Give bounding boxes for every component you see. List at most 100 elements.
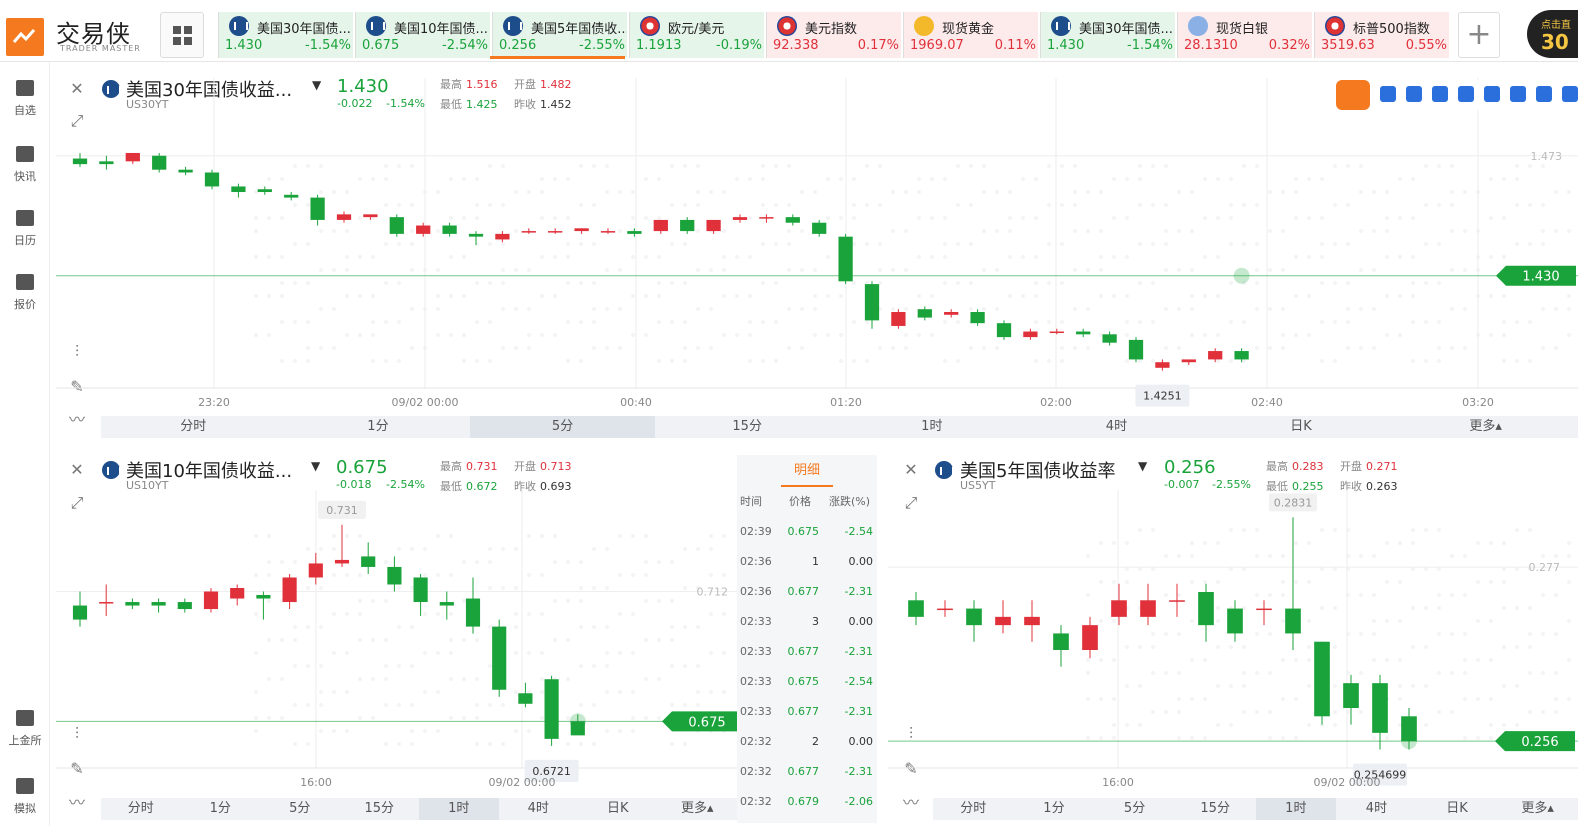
sidebar-item[interactable]: 日历 [0, 210, 50, 248]
timeframe-tab[interactable]: 5分 [470, 416, 655, 438]
candlestick[interactable] [1128, 337, 1144, 363]
sidebar-item[interactable]: 模拟 [0, 778, 50, 816]
ticker-item[interactable]: 美国30年国债... 1.430 -1.54% [218, 12, 353, 58]
timeframe-tab[interactable]: 日K [1446, 801, 1468, 816]
candlestick[interactable] [1111, 583, 1127, 626]
candlestick[interactable] [1076, 328, 1091, 338]
ticker-item[interactable]: 美国30年国债... 1.430 -1.54% [1040, 12, 1175, 58]
candlestick[interactable] [864, 281, 880, 329]
candlestick[interactable] [495, 231, 510, 243]
panel-title[interactable]: 美国5年国债收益率 [960, 461, 1116, 482]
timeframe-tab[interactable]: 15分 [732, 419, 762, 434]
app-logo[interactable] [6, 18, 44, 56]
title-dropdown-icon[interactable]: ▼ [311, 459, 321, 473]
candlestick[interactable] [996, 320, 1012, 340]
sidebar-item[interactable]: 快讯 [0, 146, 50, 184]
candlestick[interactable] [1198, 583, 1214, 642]
panel-title[interactable]: 美国30年国债收益... [126, 80, 293, 101]
timeframe-tab[interactable]: 1时 [419, 798, 499, 820]
candlestick[interactable] [1102, 331, 1117, 346]
add-ticker-button[interactable]: + [1458, 12, 1500, 58]
candlestick[interactable] [759, 214, 774, 223]
timeframe-tab[interactable]: 日K [606, 801, 629, 816]
timeframe-tab[interactable]: 1时 [1255, 798, 1337, 820]
candlestick[interactable] [1234, 348, 1249, 363]
candlestick[interactable] [257, 186, 272, 195]
ticker-item[interactable]: 标普500指数 3519.63 0.55% [1314, 12, 1449, 58]
candlestick[interactable] [908, 592, 924, 626]
candlestick[interactable] [125, 598, 140, 610]
timeframe-tab[interactable]: 1时 [921, 419, 943, 434]
candlestick[interactable] [1208, 348, 1223, 363]
detail-tab[interactable]: 明细 [737, 455, 877, 487]
candlestick[interactable] [917, 306, 932, 321]
candlestick[interactable] [544, 675, 559, 746]
candlestick[interactable] [334, 524, 350, 567]
candlestick[interactable] [680, 217, 695, 234]
candlestick[interactable] [570, 714, 585, 736]
timeframe-tab[interactable]: 1分 [209, 801, 231, 816]
candlestick[interactable] [282, 573, 297, 610]
candlestick[interactable] [1169, 583, 1185, 617]
candlestick[interactable] [177, 598, 192, 613]
ime-keyboard-icon[interactable] [1484, 86, 1500, 102]
candlestick[interactable] [970, 309, 985, 326]
candlestick[interactable] [574, 228, 589, 234]
candlestick[interactable] [72, 152, 88, 167]
ime-toolbar[interactable] [1336, 80, 1578, 110]
candlestick[interactable] [518, 682, 533, 708]
ticker-item[interactable]: 美国5年国债收... 0.256 -2.55% [492, 12, 627, 58]
timeframe-tab[interactable]: 4时 [527, 801, 549, 816]
timeframe-tab[interactable]: 15分 [364, 801, 395, 816]
timeframe-tab[interactable]: 5分 [289, 801, 311, 816]
candlestick[interactable] [492, 619, 507, 697]
timeframe-tab[interactable]: 更多▴ [680, 801, 714, 816]
candlestick[interactable] [152, 152, 167, 173]
candlestick[interactable] [361, 542, 376, 574]
panel-title[interactable]: 美国10年国债收益... [126, 461, 293, 482]
ticker-item[interactable]: 欧元/美元 1.1913 -0.19% [629, 12, 764, 58]
timeframe-tab[interactable]: 15分 [1200, 801, 1230, 816]
timeframe-tab[interactable]: 分时 [960, 801, 987, 816]
candlestick[interactable] [413, 573, 428, 617]
ime-tools-icon[interactable] [1562, 86, 1578, 102]
candlestick[interactable] [125, 152, 140, 165]
candlestick[interactable] [468, 231, 484, 246]
candlestick[interactable] [521, 228, 536, 234]
candlestick[interactable] [653, 219, 668, 234]
close-panel-button[interactable]: ✕ [70, 460, 84, 479]
candlestick[interactable] [944, 309, 959, 318]
candlestick[interactable] [178, 166, 193, 176]
timeframe-tab[interactable]: 分时 [127, 801, 154, 816]
candlestick[interactable] [99, 584, 114, 617]
timeframe-tab[interactable]: 日K [1290, 419, 1312, 434]
sidebar-item[interactable]: 报价 [0, 274, 50, 312]
ime-punct-icon[interactable] [1406, 86, 1422, 102]
candlestick[interactable] [230, 584, 245, 606]
sidebar-item[interactable]: 自选 [0, 80, 50, 118]
timeframe-tab[interactable]: 1分 [367, 419, 389, 434]
ime-emoji-icon[interactable] [1432, 86, 1448, 102]
candlestick-chart-us5yt[interactable]: 0.277 0.256 0.254699 0.2831 16:00 09/02 00:00 [888, 450, 1578, 795]
candlestick[interactable] [1181, 359, 1196, 366]
close-panel-button[interactable]: ✕ [70, 79, 84, 98]
candlestick[interactable] [72, 591, 88, 627]
ticker-item[interactable]: 现货黄金 1969.07 0.11% [903, 12, 1038, 58]
layout-grid-button[interactable] [160, 12, 204, 58]
candlestick[interactable] [627, 228, 642, 237]
sidebar-item[interactable]: 上金所 [0, 710, 50, 748]
trend-icon[interactable]: 〰 [68, 793, 85, 812]
candlestick[interactable] [1023, 328, 1038, 340]
candlestick[interactable] [442, 222, 457, 237]
candlestick-chart-us10yt[interactable]: 0.712 0.675 0.6721 0.731 16:00 09/02 00:00 [56, 450, 737, 795]
ime-skin-icon[interactable] [1536, 86, 1552, 102]
candlestick[interactable] [99, 155, 114, 170]
candlestick[interactable] [1285, 517, 1301, 651]
candlestick[interactable] [308, 552, 323, 585]
candlestick[interactable] [1024, 600, 1040, 642]
timeframe-tab[interactable]: 更多▴ [1521, 801, 1554, 816]
trend-icon[interactable]: 〰 [68, 410, 85, 429]
timeframe-tab[interactable]: 1分 [1043, 801, 1065, 816]
candlestick[interactable] [204, 169, 220, 190]
promo-badge[interactable]: 点击直 30 [1527, 10, 1578, 58]
